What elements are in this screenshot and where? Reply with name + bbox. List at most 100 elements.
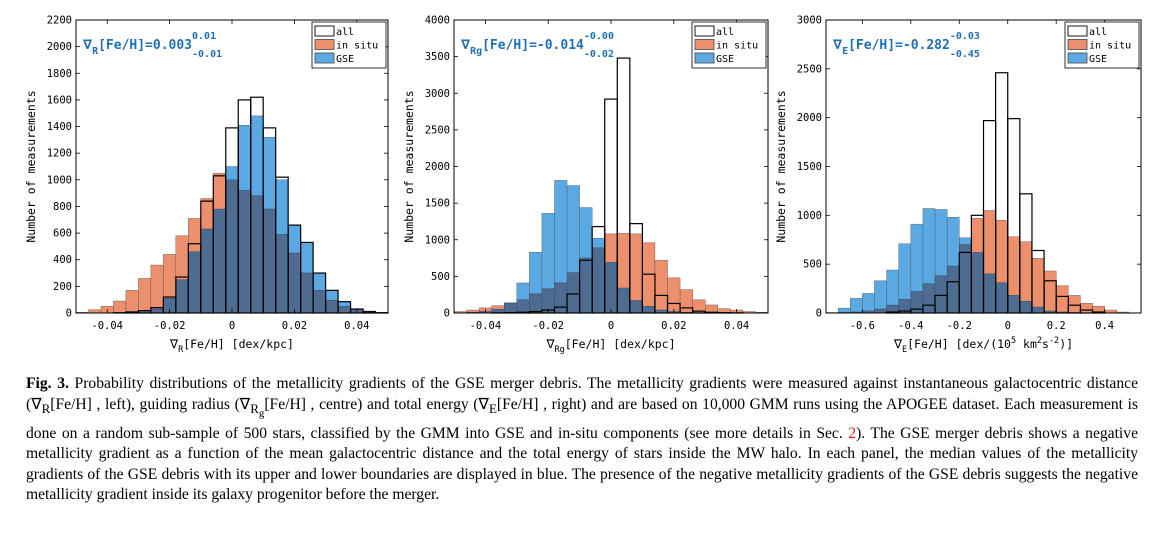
gse-bar xyxy=(529,252,543,295)
insitu-bar xyxy=(125,290,139,313)
legend-label: in situ xyxy=(336,41,378,52)
gse-bar xyxy=(874,280,887,310)
gradient-annotation: ∇R[Fe/H]=0.0030.01 xyxy=(83,31,216,57)
gradient-lower-bound: -0.45 xyxy=(950,49,980,60)
gradient-annotation: ∇Rg[Fe/H]=-0.014-0.00 xyxy=(461,31,614,57)
gse-bar xyxy=(250,115,264,196)
legend-label: in situ xyxy=(716,41,758,52)
insitu-bar xyxy=(617,232,631,289)
gse-bar xyxy=(541,213,555,290)
legend-swatch-gse xyxy=(1067,52,1088,64)
insitu-bar xyxy=(213,172,226,210)
section-ref-link[interactable]: 2 xyxy=(848,424,857,442)
x-tick-label: 0 xyxy=(1005,320,1011,332)
overlap-bar xyxy=(579,257,593,314)
gradient-lower-bound: -0.02 xyxy=(584,49,614,60)
overlap-bar xyxy=(337,306,351,314)
overlap-bar xyxy=(983,273,996,314)
insitu-bar xyxy=(188,218,202,252)
legend-label: GSE xyxy=(716,54,734,65)
x-axis-label: ∇R[Fe/H] [dex/kpc] xyxy=(169,337,294,355)
overlap-bar xyxy=(946,265,960,314)
overlap-bar xyxy=(300,272,314,314)
figure-caption: Fig. 3. Probability distributions of the… xyxy=(26,374,1138,506)
overlap-bar xyxy=(312,290,326,314)
caption-text-4: [Fe/H] , right) and are based on 10,000 … xyxy=(26,395,1139,442)
plot-frame xyxy=(453,19,769,314)
insitu-bar xyxy=(150,264,164,310)
y-tick-label: 0 xyxy=(816,308,822,320)
y-tick-label: 200 xyxy=(53,281,72,293)
y-tick-label: 2000 xyxy=(797,112,822,124)
y-tick-label: 800 xyxy=(53,201,72,213)
overlap-bar xyxy=(213,208,227,314)
overlap-bar xyxy=(874,308,887,314)
plot-frame xyxy=(825,19,1142,314)
gse-bar xyxy=(579,207,593,259)
insitu-bar xyxy=(138,278,152,311)
legend-label: in situ xyxy=(1089,41,1131,52)
gse-bar xyxy=(337,301,351,307)
overlap-bar xyxy=(591,247,605,314)
legend: all in situ GSE xyxy=(311,21,387,69)
x-tick-label: 0.4 xyxy=(1095,320,1114,332)
gse-bar xyxy=(934,209,948,277)
x-tick-label: 0.02 xyxy=(661,320,686,332)
x-tick-label: -0.04 xyxy=(470,320,502,332)
y-axis-label: Number of measurements xyxy=(402,90,416,242)
legend: all in situ GSE xyxy=(691,21,767,69)
overlap-bar xyxy=(934,275,948,314)
y-tick-label: 1500 xyxy=(797,161,822,173)
gse-bar xyxy=(566,185,580,273)
overlap-bar xyxy=(325,300,339,314)
overlap-bar xyxy=(629,300,643,314)
y-tick-label: 600 xyxy=(53,228,72,240)
gse-bar xyxy=(886,269,899,306)
y-tick-label: 1000 xyxy=(797,210,822,222)
overlap-bar xyxy=(225,179,239,314)
y-tick-label: 400 xyxy=(53,254,72,266)
gse-bar xyxy=(862,293,875,312)
y-tick-label: 3000 xyxy=(797,15,822,27)
gse-bar xyxy=(959,237,972,245)
overlap-bar xyxy=(1019,301,1033,314)
gse-bar xyxy=(898,243,912,300)
x-axis-label: ∇E[Fe/H] [dex/(105 km2s-2)] xyxy=(893,336,1073,355)
overlap-bar xyxy=(175,279,189,314)
overlap-bar xyxy=(250,195,264,314)
insitu-bar xyxy=(995,220,1008,283)
y-tick-label: 500 xyxy=(431,271,450,283)
figure-panels: 0 200 400 600 800 1000 1200 1400 1600 1800 2000 220… xyxy=(24,15,1142,355)
overlap-bar xyxy=(995,282,1008,314)
overlap-bar xyxy=(188,251,202,314)
x-tick-label: 0 xyxy=(229,320,235,332)
gse-bar xyxy=(312,272,326,291)
gse-bar xyxy=(922,208,936,284)
gse-bar xyxy=(591,238,605,249)
gse-bar xyxy=(554,180,568,284)
legend-swatch-all xyxy=(694,25,715,37)
insitu-bar xyxy=(1080,303,1093,314)
overlap-bar xyxy=(200,228,214,314)
y-axis-label: Number of measurements xyxy=(774,90,788,242)
gradient-annotation: ∇E[Fe/H]=-0.282-0.03 xyxy=(833,31,980,57)
overlap-bar xyxy=(922,283,936,314)
insitu-bar xyxy=(1043,270,1057,312)
overlap-bar xyxy=(1007,295,1021,314)
overlap-bar xyxy=(604,262,618,314)
overlap-bar xyxy=(516,299,530,314)
overlap-bar xyxy=(237,190,251,314)
x-tick-label: -0.04 xyxy=(91,320,123,332)
y-tick-label: 2500 xyxy=(797,63,822,75)
insitu-bar xyxy=(1031,258,1045,308)
gse-bar xyxy=(910,223,924,292)
y-tick-label: 1800 xyxy=(47,68,72,80)
overlap-bar xyxy=(617,287,631,314)
overlap-bar xyxy=(529,293,543,314)
gse-bar xyxy=(287,224,301,254)
y-tick-label: 1000 xyxy=(47,174,72,186)
insitu-bar xyxy=(667,277,681,312)
overlap-bar xyxy=(959,244,972,314)
gse-bar xyxy=(225,166,239,181)
insitu-bar xyxy=(491,305,505,310)
